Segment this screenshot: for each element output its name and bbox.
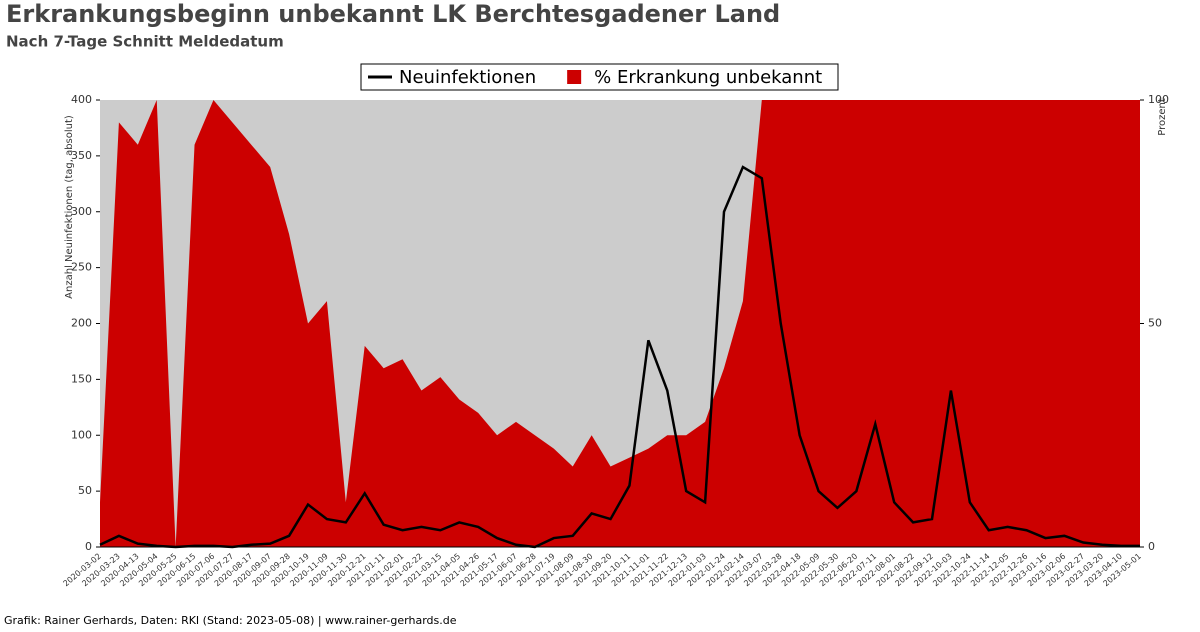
legend-label: % Erkrankung unbekannt [594,67,822,88]
chart-title: Erkrankungsbeginn unbekannt LK Berchtesg… [6,0,780,28]
y-axis-label: Anzahl Neuinfektionen (tag, absolut) [64,115,75,299]
y-tick-label: 250 [71,261,92,274]
legend-box [360,63,839,91]
chart-subtitle: Nach 7-Tage Schnitt Meldedatum [6,33,284,51]
y2-tick-label: 0 [1148,540,1155,553]
y2-tick-label: 100 [1148,93,1169,106]
y-tick-label: 400 [71,93,92,106]
y-tick-label: 200 [71,317,92,330]
y-tick-label: 100 [71,428,92,441]
y-tick-label: 150 [71,372,92,385]
area [100,100,1140,547]
y2-tick-label: 50 [1148,317,1162,330]
footer: Grafik: Rainer Gerhards, Daten: RKI (Sta… [4,614,457,627]
legend: Neuinfektionen % Erkrankung unbekannt [360,63,839,91]
y-tick-label: 0 [85,540,92,553]
y2-axis-label: Prozent [1157,98,1168,136]
y-tick-label: 50 [78,484,92,497]
y-tick-label: 300 [71,205,92,218]
legend-label: Neuinfektionen [399,67,536,88]
line [99,165,1140,549]
y-tick-label: 350 [71,149,92,162]
legend-swatch [567,70,582,84]
